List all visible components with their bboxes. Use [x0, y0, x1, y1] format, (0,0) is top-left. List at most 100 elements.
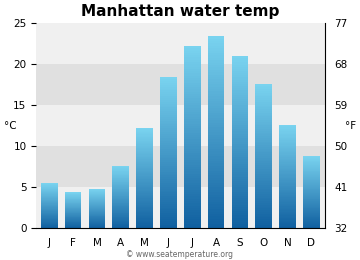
Bar: [184, 174, 201, 176]
Bar: [256, 138, 272, 140]
Bar: [208, 168, 224, 171]
Bar: [303, 166, 320, 167]
Bar: [256, 212, 272, 214]
Bar: [112, 191, 129, 192]
Bar: [303, 191, 320, 192]
Bar: [112, 220, 129, 221]
Bar: [303, 210, 320, 211]
Bar: [184, 105, 201, 108]
Bar: [112, 186, 129, 187]
Text: © www.seatemperature.org: © www.seatemperature.org: [126, 250, 234, 259]
Bar: [231, 77, 248, 80]
Bar: [112, 199, 129, 200]
Bar: [279, 179, 296, 180]
Bar: [184, 187, 201, 190]
Bar: [256, 205, 272, 207]
Bar: [184, 222, 201, 224]
Bar: [208, 39, 224, 41]
Bar: [279, 178, 296, 179]
Bar: [256, 201, 272, 203]
Bar: [256, 147, 272, 149]
Bar: [160, 170, 177, 172]
Bar: [136, 152, 153, 153]
Bar: [136, 132, 153, 133]
Bar: [256, 223, 272, 225]
Bar: [208, 80, 224, 82]
Bar: [303, 172, 320, 173]
Bar: [303, 216, 320, 217]
Bar: [256, 158, 272, 160]
Bar: [65, 192, 81, 193]
Bar: [112, 174, 129, 175]
Bar: [112, 215, 129, 216]
Bar: [160, 143, 177, 145]
Bar: [89, 195, 105, 196]
Bar: [256, 169, 272, 171]
Bar: [279, 175, 296, 177]
Bar: [279, 226, 296, 227]
Bar: [89, 202, 105, 203]
Bar: [231, 88, 248, 90]
Bar: [41, 215, 58, 216]
Bar: [303, 156, 320, 157]
Bar: [303, 202, 320, 203]
Bar: [279, 171, 296, 173]
Bar: [256, 98, 272, 100]
Bar: [160, 123, 177, 125]
Bar: [208, 118, 224, 120]
Bar: [160, 128, 177, 130]
Bar: [279, 220, 296, 222]
Bar: [231, 101, 248, 103]
Bar: [41, 196, 58, 197]
Bar: [89, 213, 105, 214]
Bar: [184, 51, 201, 53]
Bar: [303, 163, 320, 164]
Bar: [89, 222, 105, 223]
Bar: [256, 219, 272, 221]
Bar: [112, 204, 129, 205]
Bar: [208, 48, 224, 51]
Bar: [112, 167, 129, 168]
Bar: [231, 198, 248, 200]
Bar: [279, 180, 296, 182]
Bar: [208, 214, 224, 216]
Bar: [65, 222, 81, 223]
Bar: [256, 149, 272, 151]
Bar: [208, 111, 224, 113]
Bar: [279, 157, 296, 159]
Bar: [112, 214, 129, 215]
Bar: [36, 146, 324, 187]
Bar: [208, 224, 224, 226]
Bar: [231, 80, 248, 82]
Bar: [65, 195, 81, 196]
Bar: [184, 153, 201, 155]
Bar: [65, 201, 81, 202]
Bar: [65, 213, 81, 214]
Bar: [89, 210, 105, 211]
Bar: [303, 171, 320, 172]
Bar: [231, 86, 248, 88]
Bar: [89, 207, 105, 208]
Bar: [36, 64, 324, 105]
Bar: [160, 176, 177, 177]
Bar: [303, 176, 320, 177]
Bar: [136, 176, 153, 177]
Bar: [41, 198, 58, 199]
Bar: [256, 151, 272, 152]
Bar: [89, 227, 105, 228]
Bar: [208, 161, 224, 164]
Bar: [65, 219, 81, 220]
Bar: [41, 204, 58, 205]
Bar: [231, 73, 248, 75]
Bar: [231, 166, 248, 168]
Bar: [65, 205, 81, 206]
Bar: [160, 111, 177, 113]
Bar: [184, 71, 201, 73]
Bar: [112, 205, 129, 206]
Bar: [303, 217, 320, 218]
Bar: [279, 217, 296, 218]
Bar: [41, 225, 58, 226]
Bar: [279, 161, 296, 162]
Bar: [279, 222, 296, 223]
Bar: [112, 170, 129, 171]
